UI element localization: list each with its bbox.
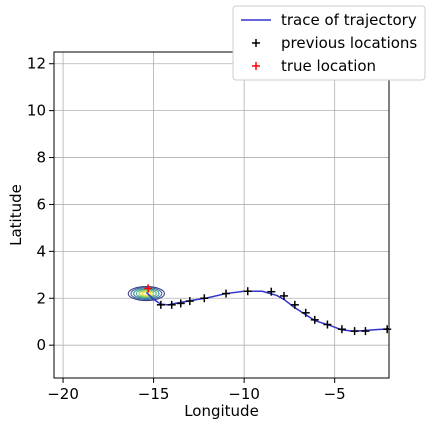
- y-tick-label: 10: [27, 102, 46, 120]
- x-tick-label: −20: [47, 385, 79, 403]
- previous-location-marker: [176, 299, 185, 308]
- previous-location-marker: [383, 325, 392, 334]
- series-layer: [144, 284, 392, 336]
- density-contours: [127, 285, 166, 302]
- grid-layer: [54, 52, 389, 378]
- density-contour-level: [130, 287, 163, 301]
- y-tick-label: 12: [27, 55, 46, 73]
- density-contour-level: [135, 289, 157, 298]
- density-contour-level: [138, 290, 155, 297]
- previous-location-marker: [200, 294, 209, 303]
- y-tick-label: 6: [36, 195, 46, 213]
- previous-location-marker: [279, 291, 288, 300]
- previous-location-marker: [310, 315, 319, 324]
- trajectory-trace-line: [145, 290, 390, 332]
- previous-location-marker: [185, 297, 194, 306]
- x-tick-label: −5: [324, 385, 346, 403]
- previous-location-marker: [167, 300, 176, 309]
- y-tick-label: 2: [36, 289, 46, 307]
- previous-location-marker: [243, 287, 252, 296]
- legend: trace of trajectory previous locations tru…: [232, 5, 426, 81]
- density-contour-level: [127, 285, 166, 302]
- y-tick-label: 4: [36, 242, 46, 260]
- previous-location-marker: [290, 300, 299, 309]
- previous-location-marker: [156, 300, 165, 309]
- previous-location-marker: [361, 327, 370, 336]
- tick-layer: −20 −15 −10 −5 0 2 4 6 8 10 12: [27, 55, 346, 403]
- previous-location-marker: [337, 325, 346, 334]
- legend-box: [232, 5, 426, 81]
- true-location-marker: [144, 284, 153, 293]
- plot-frame: [53, 51, 390, 379]
- previous-location-marker: [267, 287, 276, 296]
- x-tick-label: −10: [228, 385, 260, 403]
- legend-label: trace of trajectory: [281, 11, 417, 29]
- previous-location-marker: [350, 327, 359, 336]
- legend-swatch-marker: [252, 39, 260, 47]
- density-contour-level: [141, 291, 152, 296]
- x-tick-label: −15: [138, 385, 170, 403]
- x-axis-label: Longitude: [184, 402, 259, 420]
- previous-location-marker: [301, 308, 310, 317]
- previous-location-marker: [323, 320, 332, 329]
- y-axis-label: Latitude: [7, 184, 25, 246]
- previous-location-marker: [222, 289, 231, 298]
- y-tick-label: 8: [36, 149, 46, 167]
- legend-label: true location: [281, 57, 376, 75]
- y-tick-label: 0: [36, 336, 46, 354]
- legend-swatch-marker: [252, 62, 260, 70]
- legend-label: previous locations: [281, 34, 417, 52]
